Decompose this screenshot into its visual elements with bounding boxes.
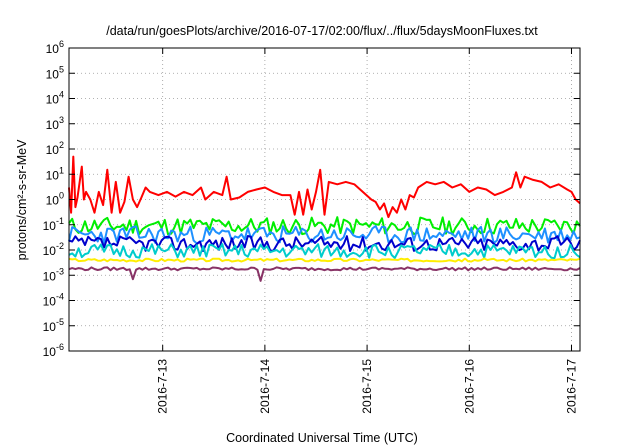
y-tick-label: 10-2 [43,241,64,258]
y-axis-ticks: 10-6 10-5 10-4 10-3 10-2 10-1 100 101 102 103 104 1… [43,39,580,359]
series-line-5 [68,243,581,260]
y-tick-label: 100 [46,191,64,208]
series-line-4 [68,235,581,252]
y-axis-label: protons/cm²-s-sr-MeV [15,139,29,261]
x-axis-ticks: 2016-7-13 2016-7-14 2016-7-15 2016-7-16 2016… [156,48,578,414]
x-tick-label: 2016-7-14 [258,359,272,414]
y-tick-label: 106 [46,39,64,56]
y-tick-label: 101 [46,165,64,182]
series-line-6 [68,257,581,263]
y-tick-label: 104 [46,90,64,107]
y-tick-label: 10-1 [43,216,64,233]
y-axis-label-text: protons/cm²-s-sr-MeV [15,139,29,261]
y-tick-label: 10-4 [43,292,64,309]
y-tick-label: 10-5 [43,317,64,334]
y-tick-label: 10-3 [43,266,64,283]
series-line-2 [68,216,581,236]
x-tick-label: 2016-7-13 [156,359,170,414]
y-tick-label: 10-6 [43,342,64,359]
y-tick-label: 103 [46,115,64,132]
series-line-1 [68,155,581,219]
series-line-7 [68,266,581,282]
data-series [68,155,581,282]
y-tick-label: 105 [46,64,64,81]
x-tick-label: 2016-7-16 [462,359,476,414]
y-tick-label: 102 [46,140,64,157]
grid-lines [69,48,580,351]
x-axis-label: Coordinated Universal Time (UTC) [226,431,418,445]
chart-title: /data/run/goesPlots/archive/2016-07-17/0… [106,24,538,38]
x-tick-label: 2016-7-17 [564,359,578,414]
x-tick-label: 2016-7-15 [360,359,374,414]
